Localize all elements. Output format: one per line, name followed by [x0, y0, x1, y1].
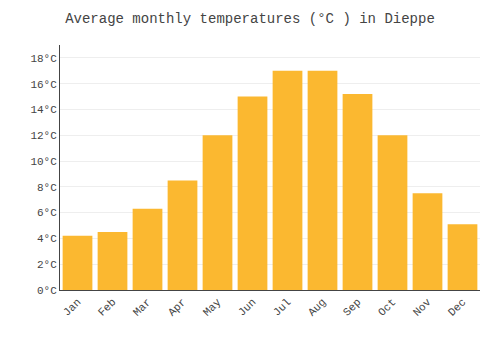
- svg-text:Apr: Apr: [166, 296, 188, 318]
- svg-text:Oct: Oct: [376, 296, 398, 318]
- svg-text:Jan: Jan: [61, 296, 83, 318]
- svg-text:12°C: 12°C: [30, 130, 57, 142]
- svg-text:0°C: 0°C: [37, 285, 57, 297]
- svg-text:Mar: Mar: [131, 296, 153, 318]
- svg-text:8°C: 8°C: [37, 182, 57, 194]
- svg-text:Dec: Dec: [446, 296, 468, 318]
- svg-text:Average monthly temperatures (: Average monthly temperatures (°C ) in Di…: [65, 11, 435, 27]
- svg-text:Sep: Sep: [341, 296, 363, 318]
- svg-text:Nov: Nov: [411, 296, 434, 319]
- svg-text:Feb: Feb: [96, 296, 118, 318]
- svg-text:Aug: Aug: [306, 296, 328, 318]
- svg-text:6°C: 6°C: [37, 207, 57, 219]
- svg-text:14°C: 14°C: [30, 104, 57, 116]
- svg-text:2°C: 2°C: [37, 259, 57, 271]
- svg-text:4°C: 4°C: [37, 233, 57, 245]
- svg-text:Jun: Jun: [236, 296, 258, 318]
- svg-text:10°C: 10°C: [30, 156, 57, 168]
- svg-text:18°C: 18°C: [30, 53, 57, 65]
- svg-text:16°C: 16°C: [30, 79, 57, 91]
- svg-text:Jul: Jul: [271, 296, 293, 318]
- svg-text:May: May: [201, 296, 224, 319]
